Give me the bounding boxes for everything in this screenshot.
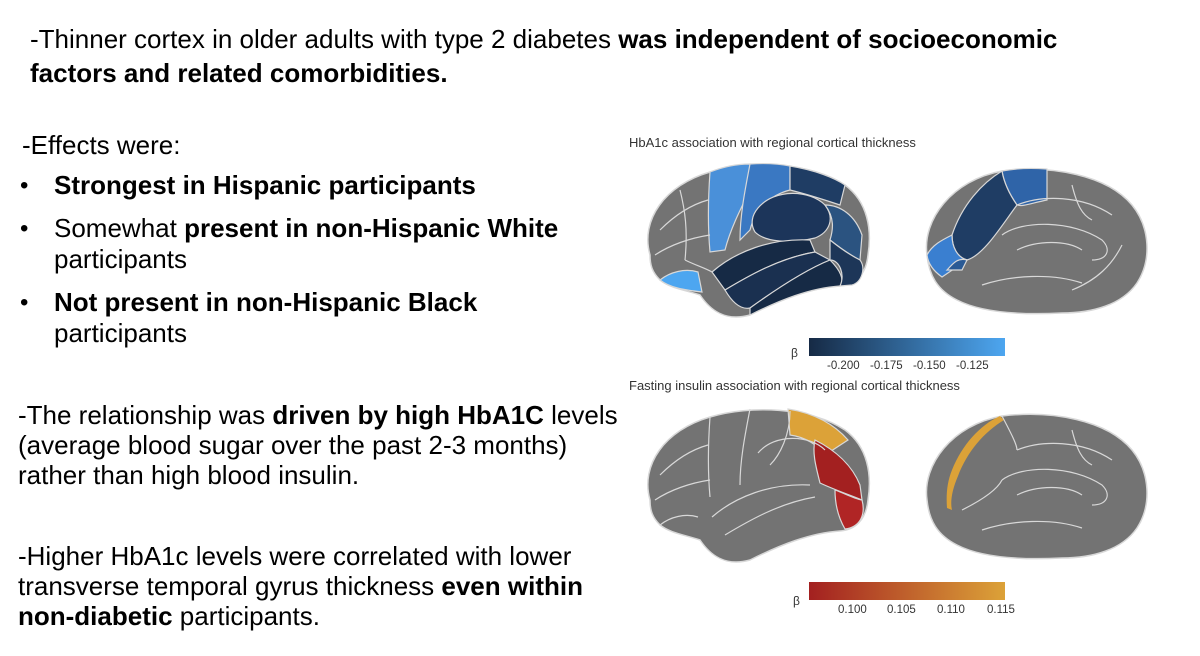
figure-bottom-title: Fasting insulin association with regiona… xyxy=(629,378,960,393)
bullet-text-post: participants xyxy=(54,244,187,274)
bottom-tick-2: 0.105 xyxy=(887,604,916,616)
bottom-colorbar-symbol: β xyxy=(793,594,800,608)
sulcus-line xyxy=(724,496,816,536)
top-lateral-brain xyxy=(647,163,871,318)
paragraph2-pre: -Higher HbA1c levels were correlated wit… xyxy=(18,541,572,601)
sulcus-line xyxy=(1071,184,1093,221)
bottom-colorbar xyxy=(809,582,1005,600)
region-superior-parietal xyxy=(789,165,846,206)
sulcus-line xyxy=(757,437,826,454)
sulcus-line xyxy=(739,408,751,486)
slide-title: -Thinner cortex in older adults with typ… xyxy=(30,22,1130,90)
bullet-dot-icon: • xyxy=(20,172,29,199)
sulcus-line xyxy=(1071,244,1123,291)
paragraph2-post: participants. xyxy=(172,601,320,631)
top-medial-brain xyxy=(925,167,1148,315)
paragraph1-post: levels (average blood sugar over the pas… xyxy=(18,400,618,490)
bottom-tick-3: 0.110 xyxy=(937,604,965,616)
sulcus-line xyxy=(684,259,713,273)
region-lateral-occipital xyxy=(829,238,864,287)
sulcus-line xyxy=(769,410,791,466)
region-precentral xyxy=(707,163,751,253)
effects-heading: -Effects were: xyxy=(22,130,181,160)
paragraph1-pre: -The relationship was xyxy=(18,400,273,430)
bottom-tick-1: 0.100 xyxy=(838,604,867,616)
bullet-item-white: • Somewhat present in non-Hispanic White… xyxy=(18,213,578,275)
region-supramarginal xyxy=(751,192,831,242)
top-colorbar xyxy=(809,338,1005,356)
sulcus-line xyxy=(654,479,711,501)
sulcus-line xyxy=(1001,468,1108,506)
paragraph-hba1c-driver: -The relationship was driven by high HbA… xyxy=(18,400,618,490)
bottom-tick-4: 0.115 xyxy=(987,604,1015,616)
bullet-text-pre: Somewhat xyxy=(54,213,185,243)
region-pericalcarine xyxy=(945,258,968,271)
effects-list: • Strongest in Hispanic participants • S… xyxy=(18,170,578,361)
bullet-text-bold: Strongest in Hispanic participants xyxy=(54,170,476,200)
bullet-text-post: participants xyxy=(54,318,187,348)
sulcus-line xyxy=(981,275,1083,286)
top-colorbar-symbol: β xyxy=(791,346,798,360)
top-tick-1: -0.200 xyxy=(827,360,860,372)
brain-outline xyxy=(925,413,1148,560)
sulcus-line xyxy=(1071,429,1093,466)
sulcus-line xyxy=(1001,415,1018,451)
sulcus-line xyxy=(981,520,1083,531)
bullet-item-black: • Not present in non-Hispanic Black part… xyxy=(18,287,578,349)
paragraph-non-diabetic: -Higher HbA1c levels were correlated wit… xyxy=(18,541,618,631)
sulcus-line xyxy=(961,479,1003,511)
top-tick-2: -0.175 xyxy=(870,360,903,372)
region-superior-parietal xyxy=(787,408,849,456)
sulcus-line xyxy=(1016,241,1083,251)
sulcus-line xyxy=(659,199,709,231)
sulcus-line xyxy=(1001,223,1108,261)
title-bold: was independent of socioeconomic factors… xyxy=(30,24,1058,88)
bottom-lateral-brain xyxy=(647,408,871,563)
top-tick-3: -0.150 xyxy=(913,360,946,372)
sulcus-line xyxy=(711,484,811,518)
sulcus-line xyxy=(1016,486,1083,496)
region-inferior-temporal xyxy=(749,259,843,316)
paragraph2-bold: even within non-diabetic xyxy=(18,571,583,631)
bottom-medial-brain xyxy=(925,413,1148,560)
title-normal: -Thinner cortex in older adults with typ… xyxy=(30,24,619,54)
paragraph1-bold: driven by high HbA1C xyxy=(272,400,544,430)
sulcus-line xyxy=(659,444,709,476)
sulcus-line xyxy=(1016,197,1113,216)
bullet-dot-icon: • xyxy=(20,215,29,242)
region-lateral-occipital xyxy=(834,489,864,530)
sulcus-line xyxy=(659,514,699,526)
top-tick-4: -0.125 xyxy=(956,360,989,372)
sulcus-line xyxy=(1016,442,1113,461)
sulcus-line xyxy=(654,234,711,256)
bullet-item-hispanic: • Strongest in Hispanic participants xyxy=(18,170,578,201)
region-temporal-pole xyxy=(659,269,703,293)
region-inferior-parietal xyxy=(813,439,863,501)
region-precuneus-edge xyxy=(946,416,1004,510)
sulcus-line xyxy=(707,416,711,498)
bullet-text-bold: present in non-Hispanic White xyxy=(184,213,559,243)
sulcus-line xyxy=(679,189,687,261)
figure-top-title: HbA1c association with regional cortical… xyxy=(629,135,916,150)
bullet-text-bold: Not present in non-Hispanic Black xyxy=(54,287,478,317)
bullet-dot-icon: • xyxy=(20,289,29,316)
